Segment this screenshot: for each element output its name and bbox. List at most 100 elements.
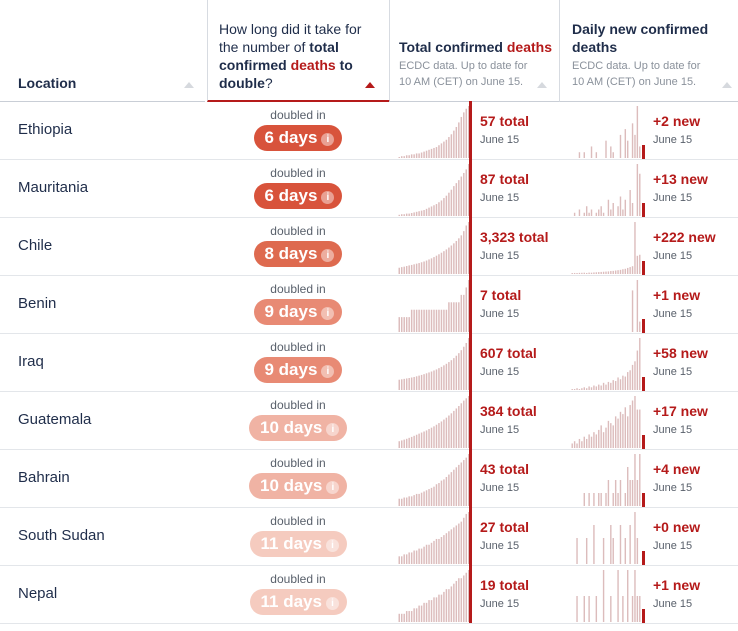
column-header-doubling-time[interactable]: How long did it take for the number of t… [207,0,390,102]
daily-deaths-sparkline-bar [602,538,605,564]
doubling-time-badge[interactable]: 6 days i [253,183,343,209]
daily-deaths-sparkline-bar [617,206,619,216]
daily-deaths-sparkline-bar [578,438,581,448]
daily-deaths-sparkline [583,454,641,506]
location-name: Chile [18,237,53,254]
total-deaths-sparkline-bar [430,309,433,332]
daily-deaths-sparkline-bar [585,272,588,274]
table-row[interactable]: Mauritania doubled in 6 days i 87 total June … [0,159,738,218]
sort-arrow-icon[interactable] [537,82,547,88]
total-deaths-sparkline-bar [453,527,455,564]
doubling-time-badge[interactable]: 11 days i [249,589,347,615]
column-header-daily-deaths[interactable]: Daily new confirmed deaths ECDC data. Up… [560,0,738,102]
daily-deaths-sparkline-bar [631,596,634,622]
doubling-time-badge[interactable]: 6 days i [253,125,343,151]
daily-deaths-sparkline-bar [588,434,590,448]
doubling-time-badge[interactable]: 10 days i [249,473,348,499]
daily-deaths-sparkline [576,570,641,622]
total-deaths-sparkline-bar [438,202,440,216]
new-deaths-value: +58 new [653,345,708,361]
total-deaths-date: June 15 [480,308,520,320]
total-deaths-sparkline-bar [438,254,440,274]
daily-deaths-sparkline [576,512,639,564]
info-icon[interactable]: i [325,539,339,552]
table-row[interactable]: Ethiopia doubled in 6 days i 57 total June 15… [0,101,738,160]
doubling-time-badge[interactable]: 8 days i [253,241,343,267]
total-deaths-sparkline-bar [450,360,453,390]
total-deaths-sparkline-bar [415,211,418,216]
sort-arrow-icon-active[interactable] [365,82,375,88]
doubled-in-label: doubled in [270,108,326,122]
daily-deaths-sparkline-bar [585,538,588,564]
total-deaths-sparkline-bar [448,137,450,158]
total-deaths-sparkline-bar [445,417,448,448]
table-row[interactable]: South Sudan doubled in 11 days i 27 total Jun… [0,507,738,566]
total-deaths-sparkline-bar [398,498,400,506]
total-deaths-sparkline-bar [460,294,463,332]
info-icon[interactable]: i [321,307,335,320]
total-deaths-value: 384 total [480,403,537,419]
info-icon[interactable]: i [326,481,340,494]
daily-deaths-sparkline-bar [619,379,622,390]
total-deaths-sparkline-bar [420,374,423,390]
daily-deaths-sparkline-bar [631,364,634,390]
daily-deaths-sparkline-bar [610,382,612,390]
total-deaths-sparkline-bar [415,263,418,274]
daily-deaths-sparkline-bar [624,407,627,448]
daily-deaths-sparkline-bar [578,209,581,216]
daily-deaths-sparkline-bar [617,493,619,506]
table-row[interactable]: Guatemala doubled in 10 days i 384 total June… [0,391,738,450]
table-row[interactable]: Bahrain doubled in 10 days i 43 total June 15… [0,449,738,508]
sort-arrow-icon[interactable] [722,82,732,88]
total-deaths-sparkline-bar [450,586,453,622]
total-deaths-sparkline-bar [468,512,470,564]
daily-deaths-sparkline-bar [639,596,641,622]
doubling-time-badge[interactable]: 9 days i [253,299,343,325]
total-deaths-sparkline-bar [465,225,468,274]
location-name: Mauritania [18,179,89,196]
daily-deaths-sparkline-bar [602,212,605,216]
total-deaths-sparkline-bar [423,374,425,390]
doubling-time-badge[interactable]: 11 days i [249,531,347,557]
total-deaths-sparkline-bar [398,441,400,448]
table-row[interactable]: Benin doubled in 9 days i 7 total June 15 +1 n… [0,275,738,334]
total-deaths-sparkline-bar [428,207,430,216]
total-deaths-sparkline-bar [458,578,460,622]
info-icon[interactable]: i [326,423,340,436]
table-row[interactable]: Chile doubled in 8 days i 3,323 total June 15… [0,217,738,276]
info-icon[interactable]: i [321,365,335,378]
total-deaths-sparkline-bar [455,126,458,158]
total-deaths-sparkline-bar [410,611,413,622]
total-deaths-sparkline-bar [445,309,448,332]
current-day-marker [642,609,645,623]
doubling-time-badge[interactable]: 10 days i [249,415,348,441]
total-deaths-sparkline-bar [435,204,438,216]
current-day-marker [469,333,472,391]
total-deaths-sparkline-bar [468,396,470,448]
total-header-sub2: 10 AM (CET) on June 15. [399,76,524,88]
total-deaths-sparkline-bar [453,130,455,158]
info-icon[interactable]: i [321,191,335,204]
info-icon[interactable]: i [321,133,335,146]
column-header-location[interactable]: Location [0,0,205,102]
sort-arrow-icon[interactable] [184,82,194,88]
table-row[interactable]: Nepal doubled in 11 days i 19 total June 15 +1… [0,565,738,624]
total-deaths-value: 3,323 total [480,229,549,245]
doubling-time-value: 10 days [260,476,323,495]
column-header-total-deaths[interactable]: Total confirmed deaths ECDC data. Up to … [389,0,560,102]
current-day-marker [469,101,472,159]
info-icon[interactable]: i [325,597,339,610]
info-icon[interactable]: i [321,249,335,262]
total-deaths-sparkline-bar [413,154,415,158]
total-deaths-sparkline-bar [433,597,435,622]
total-deaths-sparkline-bar [428,259,430,274]
daily-deaths-sparkline-bar [605,427,607,448]
total-deaths-sparkline-bar [428,149,430,158]
total-deaths-sparkline-bar [418,263,420,274]
new-deaths-value: +1 new [653,577,701,593]
doubling-time-value: 9 days [264,360,318,379]
doubling-time-badge[interactable]: 9 days i [253,357,343,383]
table-row[interactable]: Iraq doubled in 9 days i 607 total June 15 +58… [0,333,738,392]
daily-deaths-sparkline-bar [612,425,614,448]
total-deaths-date: June 15 [480,250,520,262]
